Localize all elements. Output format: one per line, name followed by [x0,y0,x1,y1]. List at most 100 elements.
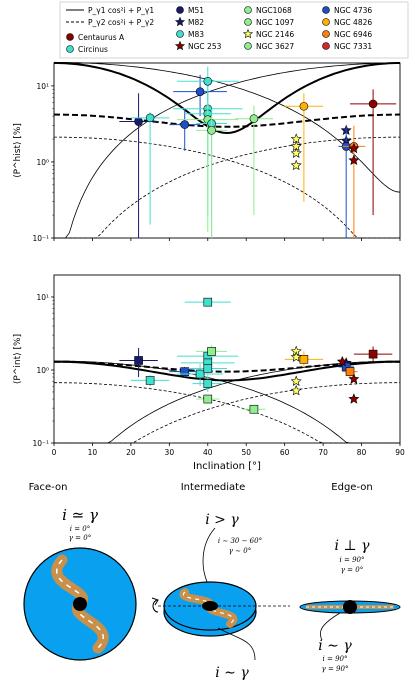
data-point-22 [348,393,360,404]
legend-marker-7 [244,18,252,26]
data-point-23 [368,349,378,359]
x-tick-label-7: 70 [318,448,328,457]
legend-marker-10 [322,6,330,14]
data-point-9 [207,126,216,135]
faceon-i: i = 0° [70,525,91,533]
intermediate-title: Intermediate [181,482,246,493]
legend-marker-12 [322,30,330,38]
y-axis-label: ⟨P^int⟩ [%] [13,334,23,384]
intermediate-arrow-bottom [217,627,256,661]
plot-area [53,274,401,444]
y-tick-label-2: 10¹ [36,82,49,91]
faceon-gamma: γ = 0° [69,534,91,542]
legend-label-0: Centaurus A [78,33,125,42]
legend-marker-5 [174,40,186,51]
intermediate-relation-top: i > γ [205,512,239,528]
data-point-14 [290,147,302,158]
data-point-15 [290,375,302,386]
data-point-11 [249,404,259,414]
data-point-2 [180,367,190,376]
legend-marker-13 [322,42,330,50]
y-axis-label: ⟨P^hist⟩ [%] [13,123,23,178]
intermediate-gamma: γ ∼ 0° [229,547,251,555]
y-tick-label-0: 10⁻¹ [32,234,49,243]
panel-int: 10⁻¹ 10⁰ 10¹ 0 10 20 30 40 50 60 70 80 90 ⟨P^int⟩ [%]… [13,274,405,472]
x-tick-label-4: 40 [203,448,213,457]
legend: P_γ1 cos²i + P_γ1 P_γ2 cos²i + P_γ2 Cent… [59,1,409,59]
legend-label-6: NGC1068 [256,6,292,15]
rotation-icon [152,599,159,613]
legend-label-2: M51 [188,6,204,15]
faceon-relation: i ≃ γ [62,506,98,524]
legend-label-8: NGC 2146 [256,30,294,39]
y-tick-label-0: 10⁻¹ [32,439,49,448]
data-point-10 [203,394,213,404]
x-tick-label-0: 0 [52,448,57,457]
data-point-0 [134,356,143,365]
diagram: Face-on Intermediate Edge-on i ≃ γ i = 0… [23,482,401,681]
legend-label-3: M82 [188,18,204,27]
data-point-16 [290,384,302,396]
data-point-3 [195,87,205,96]
model-dashed-sin [54,136,400,239]
model-solid-total [54,62,400,135]
faceon-title: Face-on [29,482,68,493]
data-point-20 [336,355,348,367]
edgeon-title: Edge-on [331,482,372,493]
plot-area [53,62,401,239]
edgeon-relation-top: i ⊥ γ [335,538,371,554]
model-dashed-total [53,113,401,128]
legend-label-4: M83 [188,30,204,39]
edgeon-arrow [319,612,341,641]
model-solid-sin [54,62,400,239]
x-tick-label-8: 80 [357,448,367,457]
legend-label-11: NGC 4826 [334,18,372,27]
legend-label-10: NGC 4736 [334,6,372,15]
edgeon-gamma-bottom: γ = 90° [322,665,349,673]
intermediate-arrow-top [202,527,216,589]
data-point-21 [348,373,360,384]
faceon-core [73,597,87,611]
legend-box [59,1,409,59]
y-tick-label-1: 10⁰ [36,366,49,375]
legend-label-13: NGC 7331 [334,42,372,51]
data-point-21 [348,154,360,166]
data-point-11 [299,101,309,111]
legend-marker-8 [242,28,254,39]
intermediate-relation-bottom: i ∼ γ [215,665,249,681]
data-point-15 [290,159,302,171]
panel-hist: 10⁻¹ 10⁰ 10¹ ⟨P^hist⟩ [%] [13,61,401,243]
legend-label-9: NGC 3627 [256,42,294,51]
legend-entries: Centaurus A Circinus M51 M82 M83 NGC 253 NGC10… [66,6,372,54]
model-solid-cos [53,61,401,193]
x-tick-label-3: 30 [165,448,175,457]
data-point-8 [207,347,216,356]
edgeon-i: i = 90° [340,556,365,564]
edgeon-core [343,600,357,614]
x-tick-label-5: 50 [241,448,251,457]
rotation-icon-head [151,597,159,606]
y-tick-label-1: 10⁰ [36,158,49,167]
legend-label-7: NGC 1097 [256,18,294,27]
model-dashed-cos [54,382,400,444]
legend-marker-2 [176,6,184,14]
data-point-7 [203,364,213,373]
model-dashed-sin [54,382,400,444]
data-point-10 [249,114,259,124]
data-point-14 [290,351,302,362]
data-point-0 [134,117,143,126]
legend-marker-0 [66,33,74,41]
legend-label-1: Circinus [78,45,108,54]
data-point-20 [348,142,360,154]
data-point-19 [345,367,355,376]
legend-marker-9 [244,42,252,50]
data-point-2 [180,120,190,129]
x-tick-label-2: 20 [126,448,136,457]
edgeon-i-bottom: i = 90° [323,655,348,663]
data-point-3 [195,369,205,379]
legend-marker-1 [66,45,74,53]
y-tick-label-2: 10¹ [36,293,49,302]
legend-solid-label: P_γ1 cos²i + P_γ1 [88,6,154,15]
legend-marker-6 [244,6,252,14]
